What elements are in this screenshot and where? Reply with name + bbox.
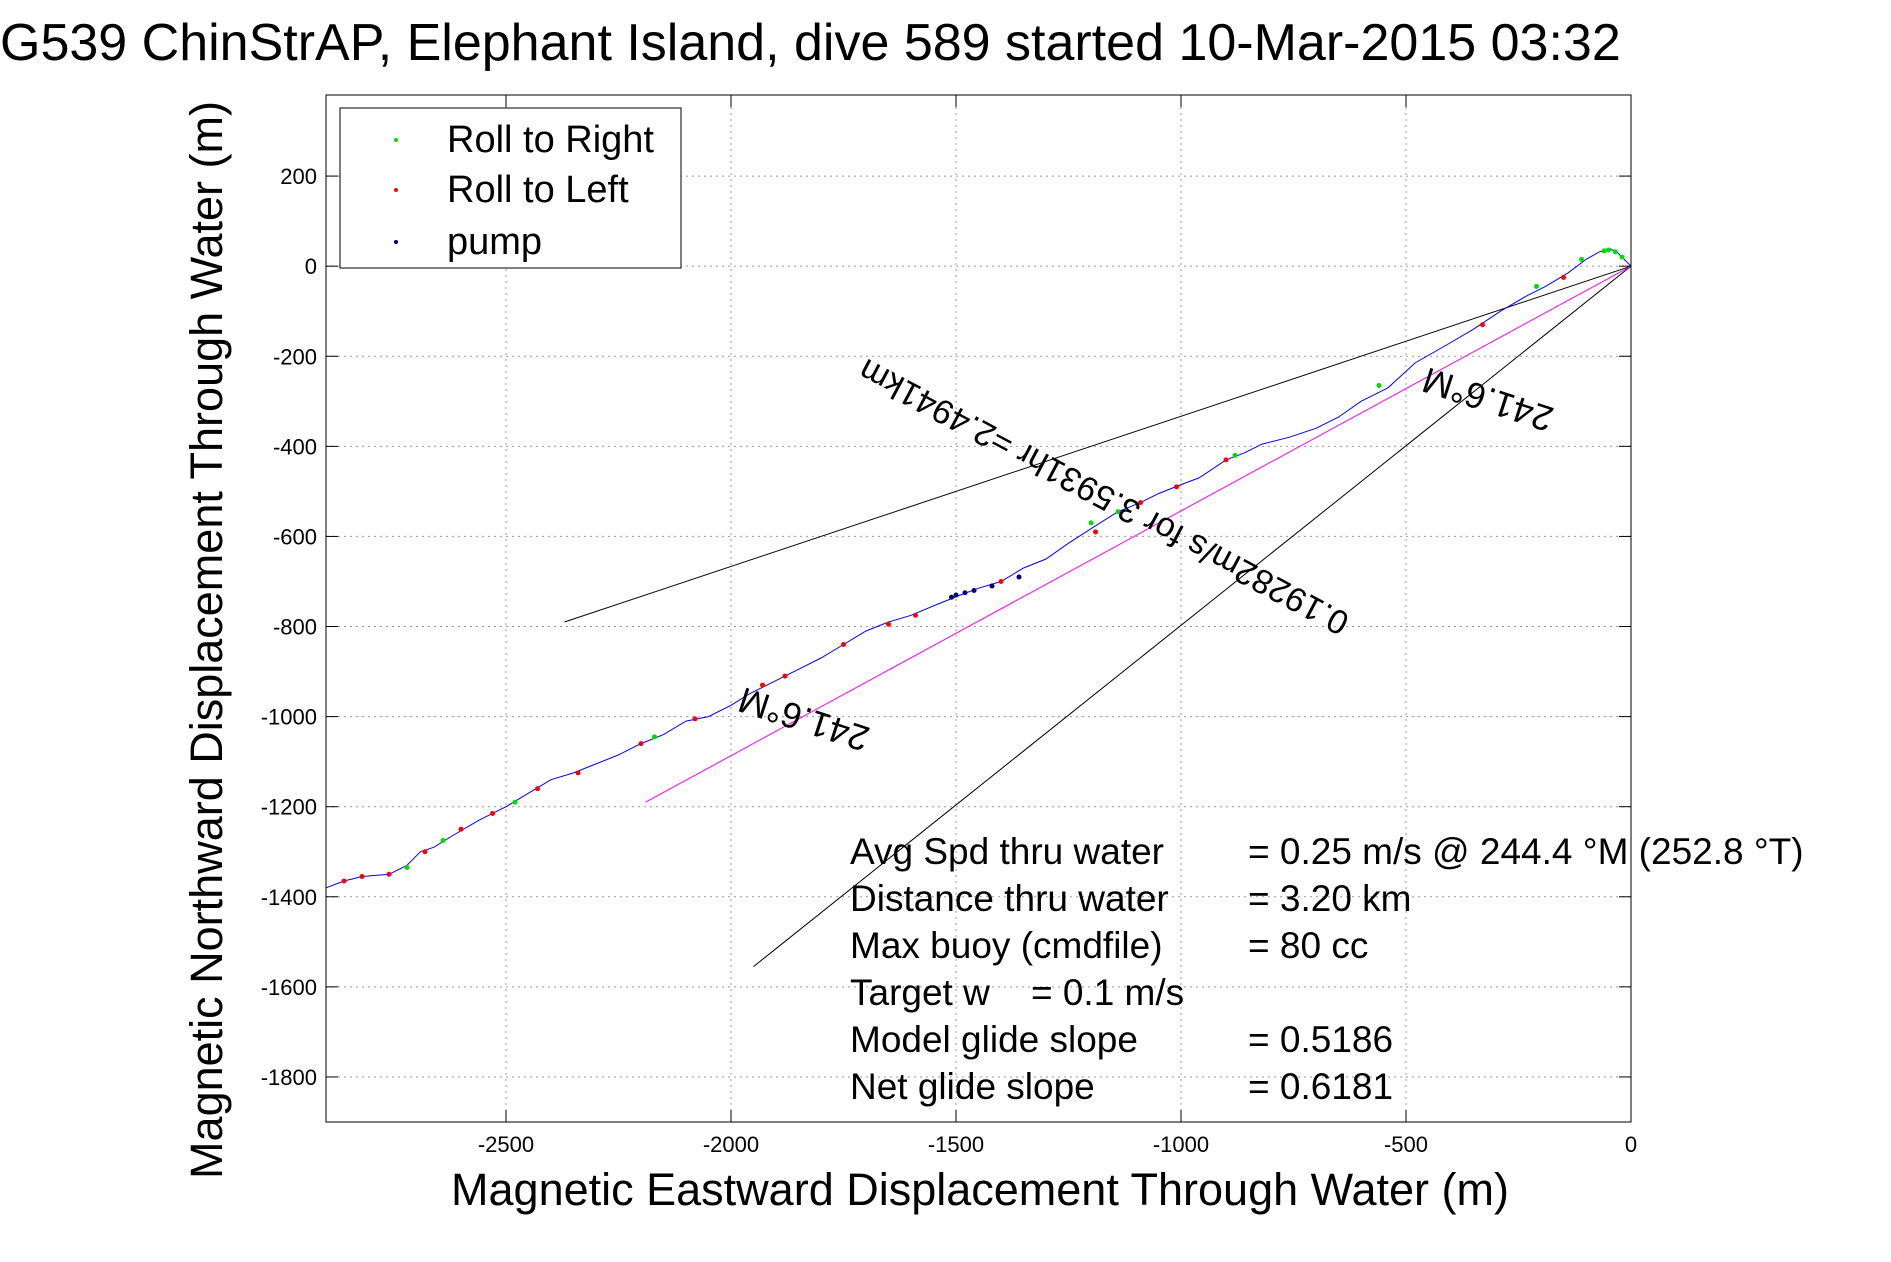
stat-value-net-glide: = 0.6181	[1248, 1066, 1393, 1107]
roll-left-point	[1480, 322, 1485, 328]
y-tick-label: -400	[273, 434, 317, 459]
roll-left-point	[458, 826, 464, 832]
x-tick-label: -2000	[703, 1132, 759, 1157]
roll-left-point	[490, 810, 495, 816]
legend-label-roll-left: Roll to Left	[447, 169, 629, 211]
stat-label-max-buoy: Max buoy (cmdfile)	[850, 925, 1163, 966]
stat-value-model-glide: = 0.5186	[1248, 1019, 1393, 1060]
pump-point	[1016, 574, 1022, 580]
stat-value-distance: = 3.20 km	[1248, 878, 1412, 919]
roll-left-point	[1561, 274, 1566, 280]
y-tick-label: 0	[305, 254, 317, 279]
roll-left-point	[886, 621, 891, 627]
x-tick-label: -2500	[478, 1132, 534, 1157]
roll-right-point	[512, 799, 518, 805]
axis-ticks: -2500 -2000 -1500 -1000 -500 0 200 0 -200 -400 -60…	[261, 95, 1637, 1157]
y-tick-label: -1200	[261, 795, 317, 820]
roll-right-point	[652, 734, 657, 740]
stat-label-target-w: Target w = 0.1 m/s	[850, 972, 1184, 1013]
roll-right-point	[1579, 256, 1584, 262]
x-tick-label: 0	[1625, 1132, 1637, 1157]
stat-label-model-glide: Model glide slope	[850, 1019, 1138, 1060]
pump-point	[971, 587, 977, 593]
y-tick-label: -800	[273, 615, 317, 640]
pump-point	[989, 583, 995, 589]
roll-left-point	[913, 612, 918, 618]
reference-line	[564, 265, 1632, 623]
legend: Roll to Right Roll to Left pump	[339, 107, 682, 269]
roll-left-point	[638, 741, 644, 747]
roll-left-point	[841, 642, 846, 648]
legend-marker-pump	[394, 240, 398, 244]
y-tick-label: -1600	[261, 975, 317, 1000]
roll-left-point	[359, 874, 365, 880]
y-axis-label: Magnetic Northward Displacement Through …	[181, 101, 232, 1179]
stat-value-max-buoy: = 80 cc	[1248, 925, 1368, 966]
roll-right-point	[440, 837, 446, 843]
roll-left-point	[760, 682, 765, 688]
roll-right-point	[1606, 247, 1611, 253]
legend-marker-roll-left	[394, 188, 398, 192]
roll-right-point	[1619, 254, 1625, 260]
roll-left-point	[998, 578, 1004, 584]
x-axis-label: Magnetic Eastward Displacement Through W…	[451, 1164, 1509, 1215]
y-tick-label: -1400	[261, 885, 317, 910]
reference-line	[645, 265, 1632, 803]
roll-left-point	[692, 716, 698, 722]
pump-point	[962, 590, 968, 596]
y-tick-label: -600	[273, 524, 317, 549]
roll-right-point	[1376, 383, 1382, 389]
chart-title: G539 ChinStrAP, Elephant Island, dive 58…	[0, 14, 1621, 72]
roll-left-point	[1138, 500, 1143, 506]
x-tick-label: -1500	[928, 1132, 984, 1157]
y-tick-label: -200	[273, 344, 317, 369]
plot-frame	[325, 94, 1632, 1123]
stat-label-avg-speed: Avg Spd thru water	[850, 831, 1164, 872]
roll-right-point	[1115, 509, 1121, 515]
roll-left-point	[1174, 484, 1179, 490]
dive-statistics: Avg Spd thru water = 0.25 m/s @ 244.4 °M…	[850, 831, 1804, 1107]
roll-left-point	[1223, 457, 1229, 463]
stat-label-distance: Distance thru water	[850, 878, 1169, 919]
roll-right-point	[1534, 283, 1539, 289]
roll-left-point	[422, 849, 428, 855]
legend-label-pump: pump	[447, 221, 542, 263]
roll-left-point	[386, 871, 392, 877]
roll-left-point	[535, 786, 540, 792]
roll-right-point	[1088, 520, 1094, 526]
legend-marker-roll-right	[394, 138, 398, 142]
y-tick-label: -1800	[261, 1065, 317, 1090]
x-tick-label: -1000	[1153, 1132, 1209, 1157]
y-tick-label: 200	[280, 164, 317, 189]
roll-left-point	[1093, 529, 1098, 535]
roll-left-point	[782, 673, 788, 679]
roll-left-point	[575, 770, 581, 776]
stat-value-avg-speed: = 0.25 m/s @ 244.4 °M (252.8 °T)	[1248, 831, 1804, 872]
roll-right-point	[1232, 452, 1238, 458]
track-markers	[341, 247, 1625, 884]
legend-label-roll-right: Roll to Right	[447, 119, 654, 161]
reference-line	[753, 265, 1632, 967]
reference-lines	[564, 265, 1632, 967]
roll-right-point	[1601, 248, 1607, 254]
x-tick-label: -500	[1384, 1132, 1428, 1157]
roll-left-point	[341, 878, 347, 884]
pump-point	[953, 592, 959, 598]
roll-right-point	[404, 865, 410, 871]
roll-right-point	[1612, 249, 1618, 255]
pump-point	[949, 594, 954, 600]
stat-label-net-glide: Net glide slope	[850, 1066, 1095, 1107]
y-tick-label: -1000	[261, 705, 317, 730]
